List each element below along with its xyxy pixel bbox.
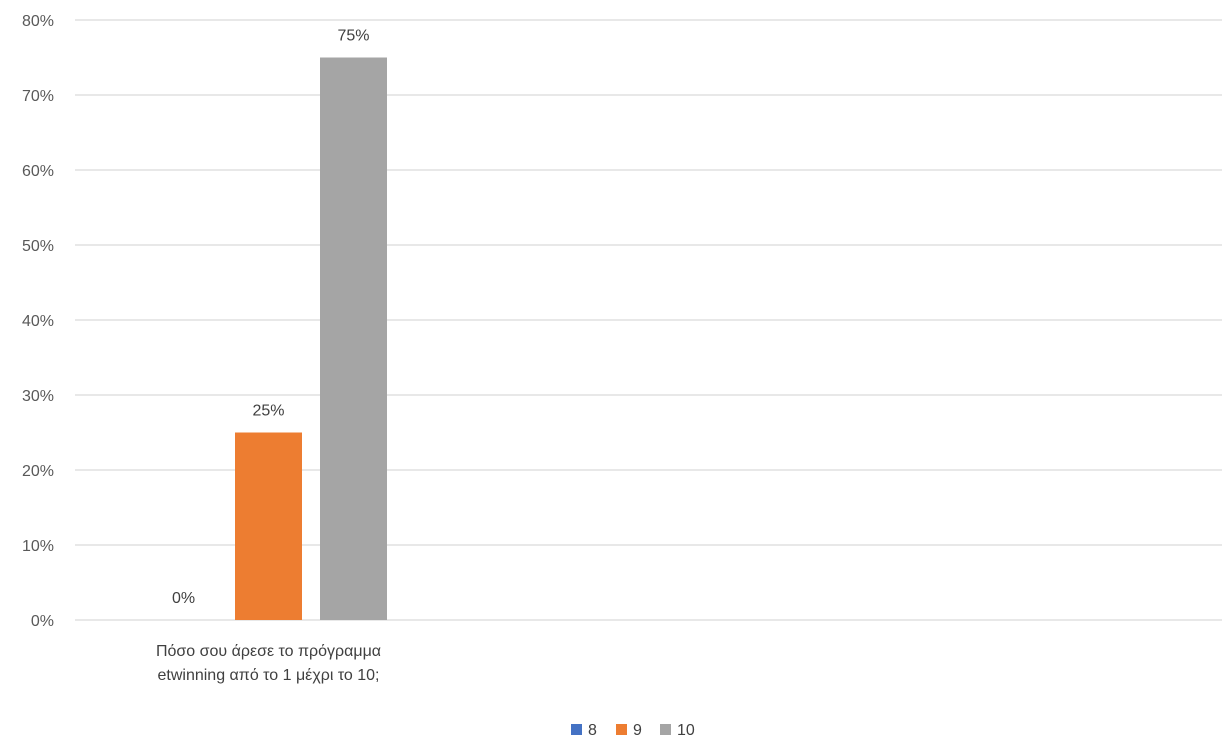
category-label-line: etwinning από το 1 μέχρι το 10; <box>158 667 380 684</box>
data-label-series-9: 25% <box>252 403 284 420</box>
y-tick-label: 30% <box>22 388 54 405</box>
data-labels: 0% 25% 75% <box>172 28 370 608</box>
y-axis-tick-labels: 0% 10% 20% 30% 40% 50% 60% 70% 80% <box>22 13 54 630</box>
bars <box>235 57 387 620</box>
y-tick-label: 70% <box>22 88 54 105</box>
data-label-series-10: 75% <box>337 28 369 45</box>
y-tick-label: 80% <box>22 13 54 30</box>
y-tick-label: 40% <box>22 313 54 330</box>
legend-label-8: 8 <box>588 722 597 739</box>
data-label-series-8: 0% <box>172 590 195 607</box>
legend-swatch-8 <box>571 724 582 735</box>
y-tick-label: 10% <box>22 538 54 555</box>
legend-label-9: 9 <box>633 722 642 739</box>
bar-series-9 <box>235 432 302 620</box>
legend-swatch-10 <box>660 724 671 735</box>
bar-series-10 <box>320 57 387 620</box>
y-tick-label: 0% <box>31 613 54 630</box>
legend: 8 9 10 <box>571 722 695 739</box>
legend-label-10: 10 <box>677 722 695 739</box>
category-label: Πόσο σου άρεσε το πρόγραμμα etwinning από… <box>156 643 381 684</box>
y-tick-label: 50% <box>22 238 54 255</box>
category-label-line: Πόσο σου άρεσε το πρόγραμμα <box>156 643 381 660</box>
legend-swatch-9 <box>616 724 627 735</box>
y-tick-label: 20% <box>22 463 54 480</box>
y-tick-label: 60% <box>22 163 54 180</box>
